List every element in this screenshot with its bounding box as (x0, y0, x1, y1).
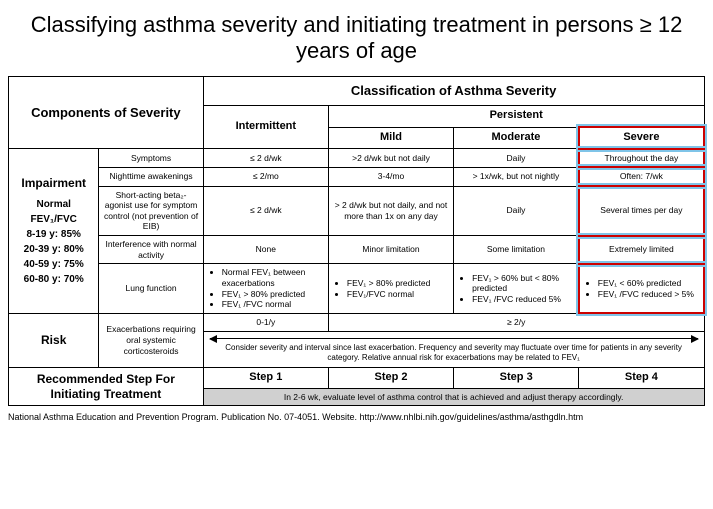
lung-label: Lung function (99, 264, 203, 314)
impairment-text: Impairment (15, 176, 92, 191)
symptoms-intermittent: ≤ 2 d/wk (203, 149, 328, 168)
lung-intermittent: Normal FEV₁ between exacerbationsFEV₁ > … (203, 264, 328, 314)
source-citation: National Asthma Education and Prevention… (8, 412, 705, 422)
lung-severe: FEV₁ < 60% predictedFEV₁ /FVC reduced > … (579, 264, 704, 314)
persistent-header: Persistent (328, 106, 704, 127)
interference-moderate: Some limitation (454, 236, 579, 264)
intermittent-header: Intermittent (203, 106, 328, 149)
symptoms-label: Symptoms (99, 149, 203, 168)
interference-mild: Minor limitation (328, 236, 453, 264)
risk-intermittent: 0-1/y (203, 313, 328, 331)
nighttime-label: Nighttime awakenings (99, 167, 203, 186)
risk-sublabel: Exacerbations requiring oral systemic co… (99, 313, 203, 367)
nighttime-mild: 3-4/mo (328, 167, 453, 186)
double-arrow-icon (210, 338, 698, 339)
risk-note: Consider severity and interval since las… (210, 343, 698, 363)
nighttime-intermittent: ≤ 2/mo (203, 167, 328, 186)
components-header: Components of Severity (9, 77, 204, 149)
saba-intermittent: ≤ 2 d/wk (203, 186, 328, 236)
step-3: Step 3 (454, 367, 579, 388)
classification-header: Classification of Asthma Severity (203, 77, 704, 106)
nighttime-moderate: > 1x/wk, but not nightly (454, 167, 579, 186)
interference-intermittent: None (203, 236, 328, 264)
step-1: Step 1 (203, 367, 328, 388)
interference-severe: Extremely limited (579, 236, 704, 264)
nighttime-severe: Often: 7/wk (579, 167, 704, 186)
page-title: Classifying asthma severity and initiati… (8, 12, 705, 64)
severe-header: Severe (579, 127, 704, 149)
severity-table: Components of Severity Classification of… (8, 76, 705, 406)
recommended-note: In 2-6 wk, evaluate level of asthma cont… (203, 388, 704, 406)
symptoms-severe: Throughout the day (579, 149, 704, 168)
step-4: Step 4 (579, 367, 704, 388)
lung-moderate: FEV₁ > 60% but < 80% predictedFEV₁ /FVC … (454, 264, 579, 314)
saba-moderate: Daily (454, 186, 579, 236)
saba-mild: > 2 d/wk but not daily, and not more tha… (328, 186, 453, 236)
lung-mild: FEV₁ > 80% predictedFEV₁/FVC normal (328, 264, 453, 314)
moderate-header: Moderate (454, 127, 579, 149)
interference-label: Interference with normal activity (99, 236, 203, 264)
risk-label: Risk (9, 313, 99, 367)
saba-severe: Several times per day (579, 186, 704, 236)
mild-header: Mild (328, 127, 453, 149)
step-2: Step 2 (328, 367, 453, 388)
risk-note-cell: Consider severity and interval since las… (203, 331, 704, 367)
recommended-label: Recommended Step For Initiating Treatmen… (9, 367, 204, 405)
symptoms-moderate: Daily (454, 149, 579, 168)
saba-label: Short-acting beta₂-agonist use for sympt… (99, 186, 203, 236)
symptoms-mild: >2 d/wk but not daily (328, 149, 453, 168)
normal-fev-label: Normal FEV₁/FVC 8-19 y: 85% 20-39 y: 80%… (15, 197, 92, 287)
impairment-label: Impairment Normal FEV₁/FVC 8-19 y: 85% 2… (9, 149, 99, 314)
risk-persistent: ≥ 2/y (328, 313, 704, 331)
